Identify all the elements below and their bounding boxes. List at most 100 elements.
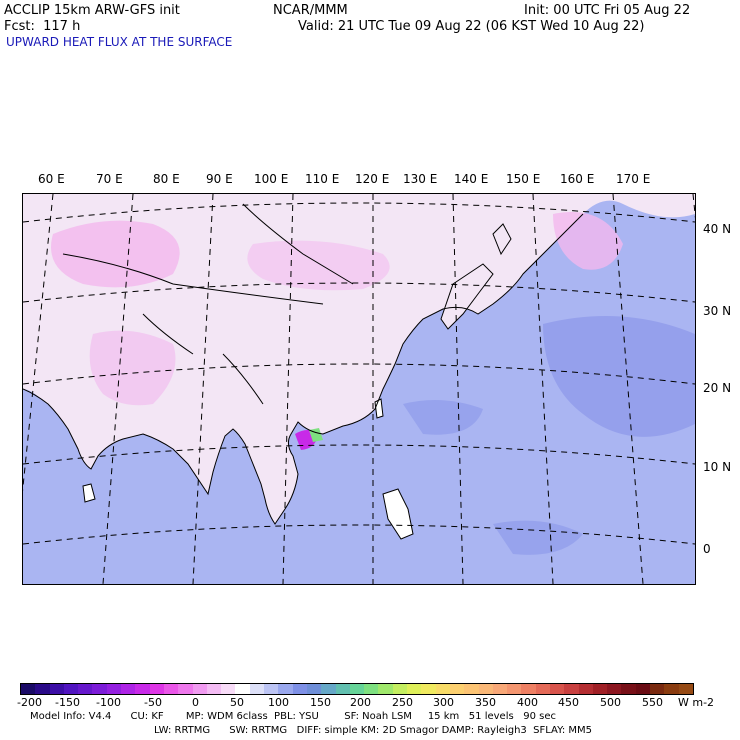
colorbar-swatch	[478, 684, 493, 694]
pacific-dark-patch	[403, 400, 483, 435]
colorbar-swatch	[650, 684, 665, 694]
lon-label: 60 E	[38, 172, 65, 186]
colorbar-swatch	[278, 684, 293, 694]
colorbar-swatch	[378, 684, 393, 694]
colorbar-tick: 500	[600, 696, 621, 709]
colorbar-swatch	[92, 684, 107, 694]
colorbar-tick: 150	[310, 696, 331, 709]
field-title: UPWARD HEAT FLUX AT THE SURFACE	[6, 35, 233, 49]
colorbar-swatch	[264, 684, 279, 694]
japan-islands	[492, 223, 512, 256]
colorbar-tick: 250	[392, 696, 413, 709]
lon-label: 170 E	[616, 172, 651, 186]
colorbar-tick: 0	[192, 696, 199, 709]
colorbar-swatch	[335, 684, 350, 694]
valid-time: Valid: 21 UTC Tue 09 Aug 22 (06 KST Wed …	[298, 19, 645, 34]
lon-label: 150 E	[506, 172, 541, 186]
colorbar-swatch	[149, 684, 164, 694]
colorbar-swatch	[364, 684, 379, 694]
colorbar-swatch	[535, 684, 550, 694]
model-info-line2: LW: RRTMG SW: RRTMG DIFF: simple KM: 2D …	[154, 725, 593, 736]
model-title: ACCLIP 15km ARW-GFS init	[4, 3, 180, 18]
colorbar	[20, 683, 694, 695]
india-pink	[89, 330, 176, 406]
lat-label: 40 N	[703, 222, 732, 236]
coastline	[23, 213, 584, 525]
colorbar-swatch	[35, 684, 50, 694]
colorbar-swatch	[521, 684, 536, 694]
colorbar-swatch	[178, 684, 193, 694]
colorbar-swatch	[292, 684, 307, 694]
colorbar-tick: 350	[475, 696, 496, 709]
model-info-line1: Model Info: V4.4 CU: KF MP: WDM 6class P…	[30, 711, 556, 722]
lon-label: 130 E	[403, 172, 438, 186]
colorbar-tick: 50	[230, 696, 244, 709]
colorbar-swatch	[306, 684, 322, 694]
graticule	[23, 194, 695, 584]
colorbar-swatch	[621, 684, 636, 694]
colorbar-tick: 300	[433, 696, 454, 709]
colorbar-tick: -150	[55, 696, 80, 709]
lat-label: 30 N	[703, 304, 732, 318]
colorbar-swatch	[192, 684, 207, 694]
colorbar-swatch	[607, 684, 622, 694]
colorbar-swatch	[507, 684, 522, 694]
asia-landmass	[23, 194, 695, 524]
colorbar-tick: -200	[17, 696, 42, 709]
colorbar-swatch	[49, 684, 64, 694]
pacific-dark-patch	[493, 520, 583, 555]
colorbar-unit: W m-2	[678, 696, 715, 709]
colorbar-tick: 100	[268, 696, 289, 709]
lat-label: 20 N	[703, 381, 732, 395]
colorbar-swatch	[578, 684, 593, 694]
country-border	[62, 203, 354, 405]
colorbar-swatch	[106, 684, 122, 694]
taiwan	[374, 398, 384, 419]
lon-label: 80 E	[153, 172, 180, 186]
japan-islands	[440, 263, 494, 330]
lat-label: 10 N	[703, 460, 732, 474]
colorbar-swatch	[249, 684, 265, 694]
colorbar-swatch	[349, 684, 365, 694]
colorbar-swatch	[678, 684, 693, 694]
colorbar-swatch	[435, 684, 450, 694]
colorbar-tick: -50	[144, 696, 162, 709]
colorbar-swatch	[78, 684, 93, 694]
heat-flux-map	[22, 193, 696, 585]
colorbar-swatch	[635, 684, 651, 694]
colorbar-swatch	[63, 684, 79, 694]
lon-label: 100 E	[254, 172, 289, 186]
colorbar-swatch	[421, 684, 436, 694]
lon-label: 110 E	[305, 172, 340, 186]
colorbar-swatch	[221, 684, 236, 694]
lon-label: 90 E	[206, 172, 233, 186]
colorbar-swatch	[163, 684, 179, 694]
colorbar-tick: -100	[96, 696, 121, 709]
colorbar-swatch	[321, 684, 336, 694]
mongolia-pink	[247, 240, 390, 291]
sri-lanka	[82, 483, 96, 503]
lon-label: 120 E	[355, 172, 390, 186]
colorbar-swatch	[21, 684, 36, 694]
org-label: NCAR/MMM	[273, 3, 348, 18]
colorbar-swatch	[464, 684, 479, 694]
philippines	[382, 488, 414, 540]
colorbar-tick: 200	[350, 696, 371, 709]
colorbar-swatch	[235, 684, 250, 694]
himalaya-pink	[51, 220, 180, 288]
colorbar-swatch	[549, 684, 565, 694]
init-time: Init: 00 UTC Fri 05 Aug 22	[524, 3, 691, 18]
colorbar-swatch	[592, 684, 608, 694]
colorbar-swatch	[449, 684, 465, 694]
colorbar-tick: 400	[517, 696, 538, 709]
colorbar-swatch	[135, 684, 150, 694]
colorbar-swatch	[664, 684, 679, 694]
colorbar-swatch	[392, 684, 408, 694]
lon-label: 160 E	[560, 172, 595, 186]
forecast-hour: Fcst: 117 h	[4, 19, 81, 34]
colorbar-tick: 450	[558, 696, 579, 709]
colorbar-swatch	[121, 684, 136, 694]
colorbar-swatch	[206, 684, 222, 694]
lat-label: 0	[703, 542, 711, 556]
colorbar-swatch	[564, 684, 579, 694]
